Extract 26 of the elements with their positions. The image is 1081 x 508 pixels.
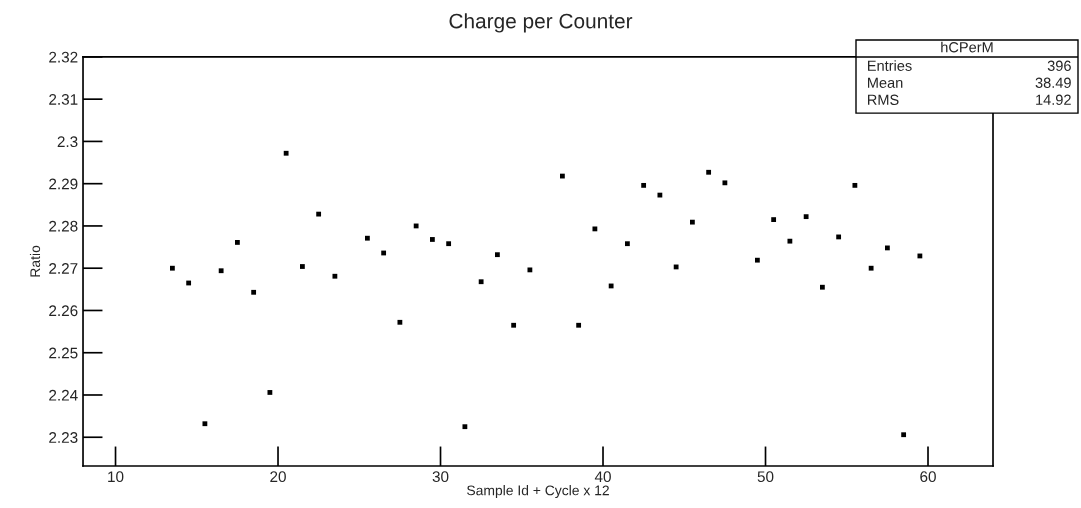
annotation: Entries (868, 60, 912, 71)
y-tick-label: 2.27 (49, 263, 78, 274)
text: 14.92 (1036, 94, 1071, 105)
y-tick-label: 2.25 (49, 347, 78, 359)
y-axis-title: Ratio (29, 245, 41, 277)
y-tick-label: 2.3 (57, 136, 78, 148)
y-tick-label: 2.26 (49, 305, 78, 317)
y-tick-label: 2.32 (49, 51, 78, 63)
x-axis-title: Sample Id + Cycle x 12 (467, 485, 609, 499)
x-tick-label: 40 (594, 471, 611, 483)
x-tick-label: 60 (920, 471, 936, 483)
x-tick-label: 20 (270, 471, 286, 483)
y-tick-label: 2.24 (49, 389, 78, 401)
y-tick-label: 2.29 (49, 178, 78, 190)
text: hCPerM (941, 41, 993, 53)
text: 396 (1047, 60, 1071, 71)
x-tick-label: 10 (108, 471, 124, 483)
y-tick-label: 2.23 (49, 432, 78, 443)
chart-title: Charge per Counter (449, 13, 633, 33)
y-tick-label: 2.31 (49, 94, 78, 105)
text: 38.49 (1035, 77, 1071, 88)
annotation: RMS (868, 94, 899, 105)
x-tick-label: 50 (757, 471, 774, 483)
x-tick-label: 30 (432, 471, 449, 483)
y-tick-label: 2.28 (49, 220, 78, 232)
annotation: Mean (868, 77, 903, 88)
